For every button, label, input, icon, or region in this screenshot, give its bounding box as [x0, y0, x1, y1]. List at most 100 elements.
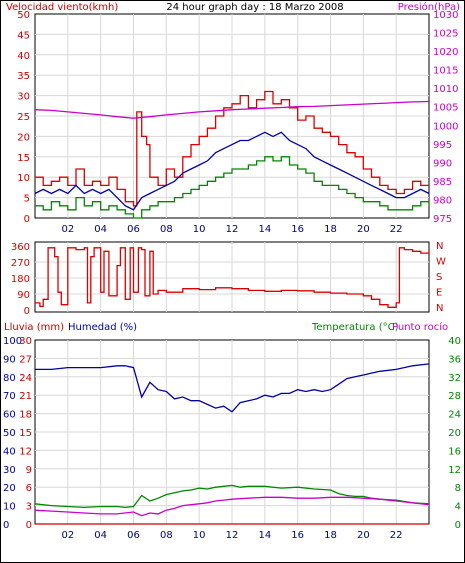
pressure-tick-label: 990 — [433, 158, 452, 169]
pressure-tick-label: 1010 — [433, 84, 458, 95]
temperature-tick-label: 8 — [455, 483, 461, 494]
humidity-temperature-panel: Lluvia (mm) Humedad (%) Temperatura (°C)… — [3, 321, 461, 541]
compass-label: N — [436, 303, 443, 314]
x-tick-label: 10 — [193, 530, 206, 541]
wind-tick-label: 50 — [17, 10, 30, 21]
direction-tick-label: 180 — [11, 274, 30, 285]
x-tick-label: 12 — [226, 224, 239, 235]
humidity-x-tick-labels: 02 04 06 08 10 12 14 16 18 20 22 — [61, 530, 402, 541]
pressure-tick-label: 1015 — [433, 66, 458, 77]
temperature-tick-label: 40 — [448, 336, 461, 347]
x-tick-label: 16 — [291, 530, 304, 541]
rain-axis-title: Lluvia (mm) — [4, 322, 64, 333]
compass-label: N — [436, 241, 443, 252]
humidity-tick-label: 10 — [3, 502, 16, 513]
rain-tick-label: 3 — [26, 502, 32, 513]
wind-tick-label: 30 — [17, 92, 30, 103]
humidity-tick-label: 40 — [3, 446, 16, 457]
wind-speed-axis-title: Velocidad viento(kmh) — [6, 2, 118, 13]
dewpoint-axis-title: Punto rocío — [392, 321, 448, 333]
wind-tick-label: 45 — [17, 30, 30, 41]
wind-tick-label: 40 — [17, 51, 30, 62]
rain-tick-label: 12 — [19, 446, 32, 457]
x-tick-label: 10 — [193, 224, 206, 235]
rain-tick-label: 15 — [19, 428, 32, 439]
dewpoint-line — [34, 496, 430, 517]
x-tick-label: 02 — [61, 530, 74, 541]
rain-tick-label: 21 — [19, 391, 32, 402]
pressure-tick-label: 975 — [433, 214, 452, 225]
chart-title: 24 hour graph day : 18 Marzo 2008 — [166, 2, 343, 13]
x-tick-label: 12 — [226, 530, 239, 541]
pressure-y-tick-labels: 975 980 985 990 995 1000 1005 1010 1015 1020 1025 1… — [433, 10, 458, 225]
pressure-tick-label: 980 — [433, 195, 452, 206]
pressure-line — [34, 100, 430, 119]
x-tick-label: 18 — [324, 224, 337, 235]
temperature-line — [34, 484, 430, 509]
wind-x-tick-labels: 02 04 06 08 10 12 14 16 18 20 22 — [61, 224, 402, 235]
direction-tick-label: 90 — [17, 290, 30, 301]
direction-tick-label: 360 — [11, 242, 30, 253]
humidity-line — [35, 363, 430, 413]
direction-series-layer — [35, 247, 430, 308]
humidity-tick-label: 80 — [3, 373, 16, 384]
rain-tick-label: 24 — [19, 373, 32, 384]
x-tick-label: 02 — [61, 224, 74, 235]
humidity-tick-label: 30 — [3, 465, 16, 476]
x-tick-label: 20 — [357, 530, 370, 541]
temperature-axis-title: Temperatura (°C) — [311, 322, 399, 333]
humidity-tick-label: 70 — [3, 391, 16, 402]
temperature-tick-label: 24 — [448, 410, 461, 421]
wind-y-tick-labels: 0 5 10 15 20 25 30 35 40 45 50 — [17, 10, 30, 225]
wind-tick-label: 5 — [24, 194, 30, 205]
pressure-tick-label: 1025 — [433, 29, 458, 40]
wind-tick-label: 0 — [24, 214, 30, 225]
x-tick-label: 18 — [324, 530, 337, 541]
x-tick-label: 14 — [258, 224, 271, 235]
compass-label: W — [436, 257, 446, 268]
humidity-tick-label: 0 — [3, 520, 9, 531]
temperature-tick-label: 4 — [455, 502, 461, 513]
wind-tick-label: 10 — [17, 173, 30, 184]
wind_low-line — [35, 156, 430, 219]
humidity-grid — [35, 340, 429, 524]
temperature-tick-label: 12 — [448, 465, 461, 476]
pressure-axis-title: Presión(hPa) — [398, 1, 460, 13]
direction-line — [35, 247, 430, 308]
temperature-tick-label: 16 — [448, 446, 461, 457]
humidity-tick-label: 90 — [3, 354, 16, 365]
pressure-tick-label: 995 — [433, 140, 452, 151]
wind-tick-label: 15 — [17, 153, 30, 164]
rain-y-tick-labels: 0 3 6 9 12 15 18 21 24 27 30 — [19, 336, 32, 531]
wind-series-layer — [34, 90, 430, 219]
humidity-series-layer — [34, 363, 430, 525]
x-tick-label: 06 — [127, 530, 140, 541]
wind-tick-label: 20 — [17, 132, 30, 143]
x-tick-label: 16 — [291, 224, 304, 235]
gust-line — [35, 90, 429, 207]
humidity-tick-label: 100 — [3, 336, 22, 347]
humidity-y-tick-labels: 0 10 20 30 40 50 60 70 80 90 100 — [3, 336, 22, 531]
pressure-tick-label: 1000 — [433, 121, 458, 132]
rain-tick-label: 27 — [19, 354, 32, 365]
temperature-y-tick-labels: 0 4 8 12 16 20 24 28 32 36 40 — [448, 336, 461, 531]
pressure-tick-label: 1030 — [433, 10, 458, 21]
compass-label: S — [436, 272, 442, 283]
compass-label: E — [436, 288, 442, 299]
rain-tick-label: 18 — [19, 410, 32, 421]
humidity-axis-title: Humedad (%) — [68, 322, 137, 333]
x-tick-label: 22 — [390, 224, 403, 235]
direction-y-tick-labels: 0 90 180 270 360 — [11, 242, 30, 317]
direction-tick-label: 270 — [11, 258, 30, 269]
temperature-tick-label: 32 — [448, 373, 461, 384]
pressure-tick-label: 1020 — [433, 47, 458, 58]
x-tick-label: 14 — [258, 530, 271, 541]
x-tick-label: 22 — [390, 530, 403, 541]
temperature-tick-label: 28 — [448, 391, 461, 402]
average-line — [34, 131, 430, 211]
direction-tick-label: 0 — [24, 306, 30, 317]
wind-tick-label: 35 — [17, 71, 30, 82]
temperature-tick-label: 20 — [448, 428, 461, 439]
